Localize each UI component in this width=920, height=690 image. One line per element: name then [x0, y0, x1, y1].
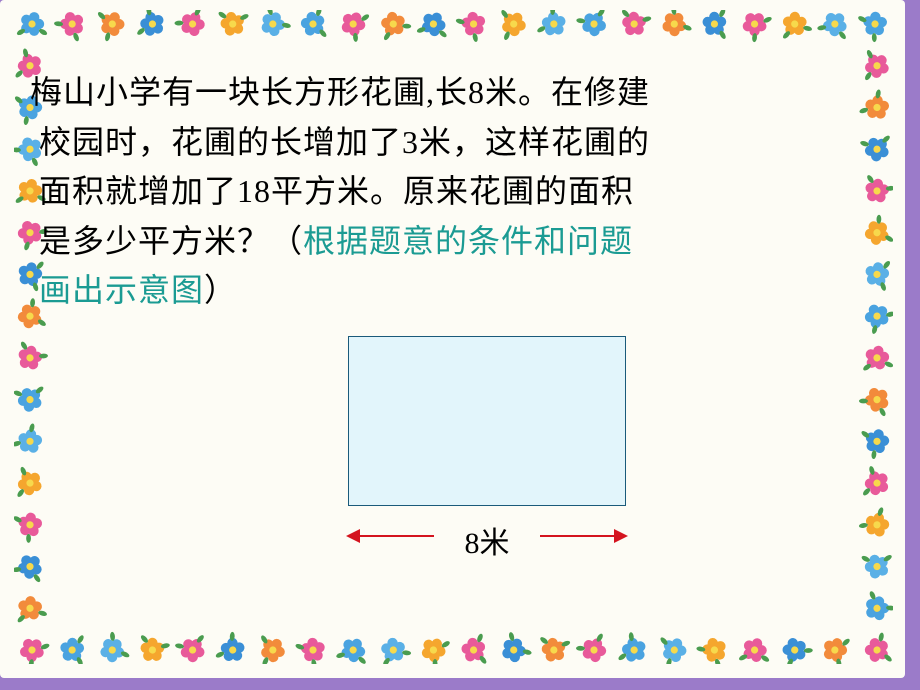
text-hint-2: 画出示意图 — [39, 272, 204, 308]
text-hint-1: 根据题意的条件和问题 — [303, 223, 633, 259]
dimension-label: 8米 — [348, 518, 626, 562]
diagram: 8米 — [344, 336, 634, 566]
slide-frame: 梅山小学有一块长方形花圃,长8米。在修建 校园时，花圃的长增加了3米，这样花圃的… — [0, 0, 905, 678]
rectangle-shape — [348, 336, 626, 506]
problem-text: 梅山小学有一块长方形花圃,长8米。在修建 校园时，花圃的长增加了3米，这样花圃的… — [30, 68, 880, 316]
text-line-5c: ） — [204, 272, 237, 308]
text-line-2: 校园时，花圃的长增加了3米，这样花圃的 — [39, 124, 650, 160]
text-line-3: 面积就增加了18平方米。原来花圃的面积 — [39, 173, 634, 209]
text-line-1: 梅山小学有一块长方形花圃,长8米。在修建 — [30, 74, 650, 110]
text-line-4a: 是多少平方米？（ — [39, 223, 303, 259]
dimension-line: 8米 — [348, 524, 626, 558]
content-area: 梅山小学有一块长方形花圃,长8米。在修建 校园时，花圃的长增加了3米，这样花圃的… — [30, 68, 880, 316]
